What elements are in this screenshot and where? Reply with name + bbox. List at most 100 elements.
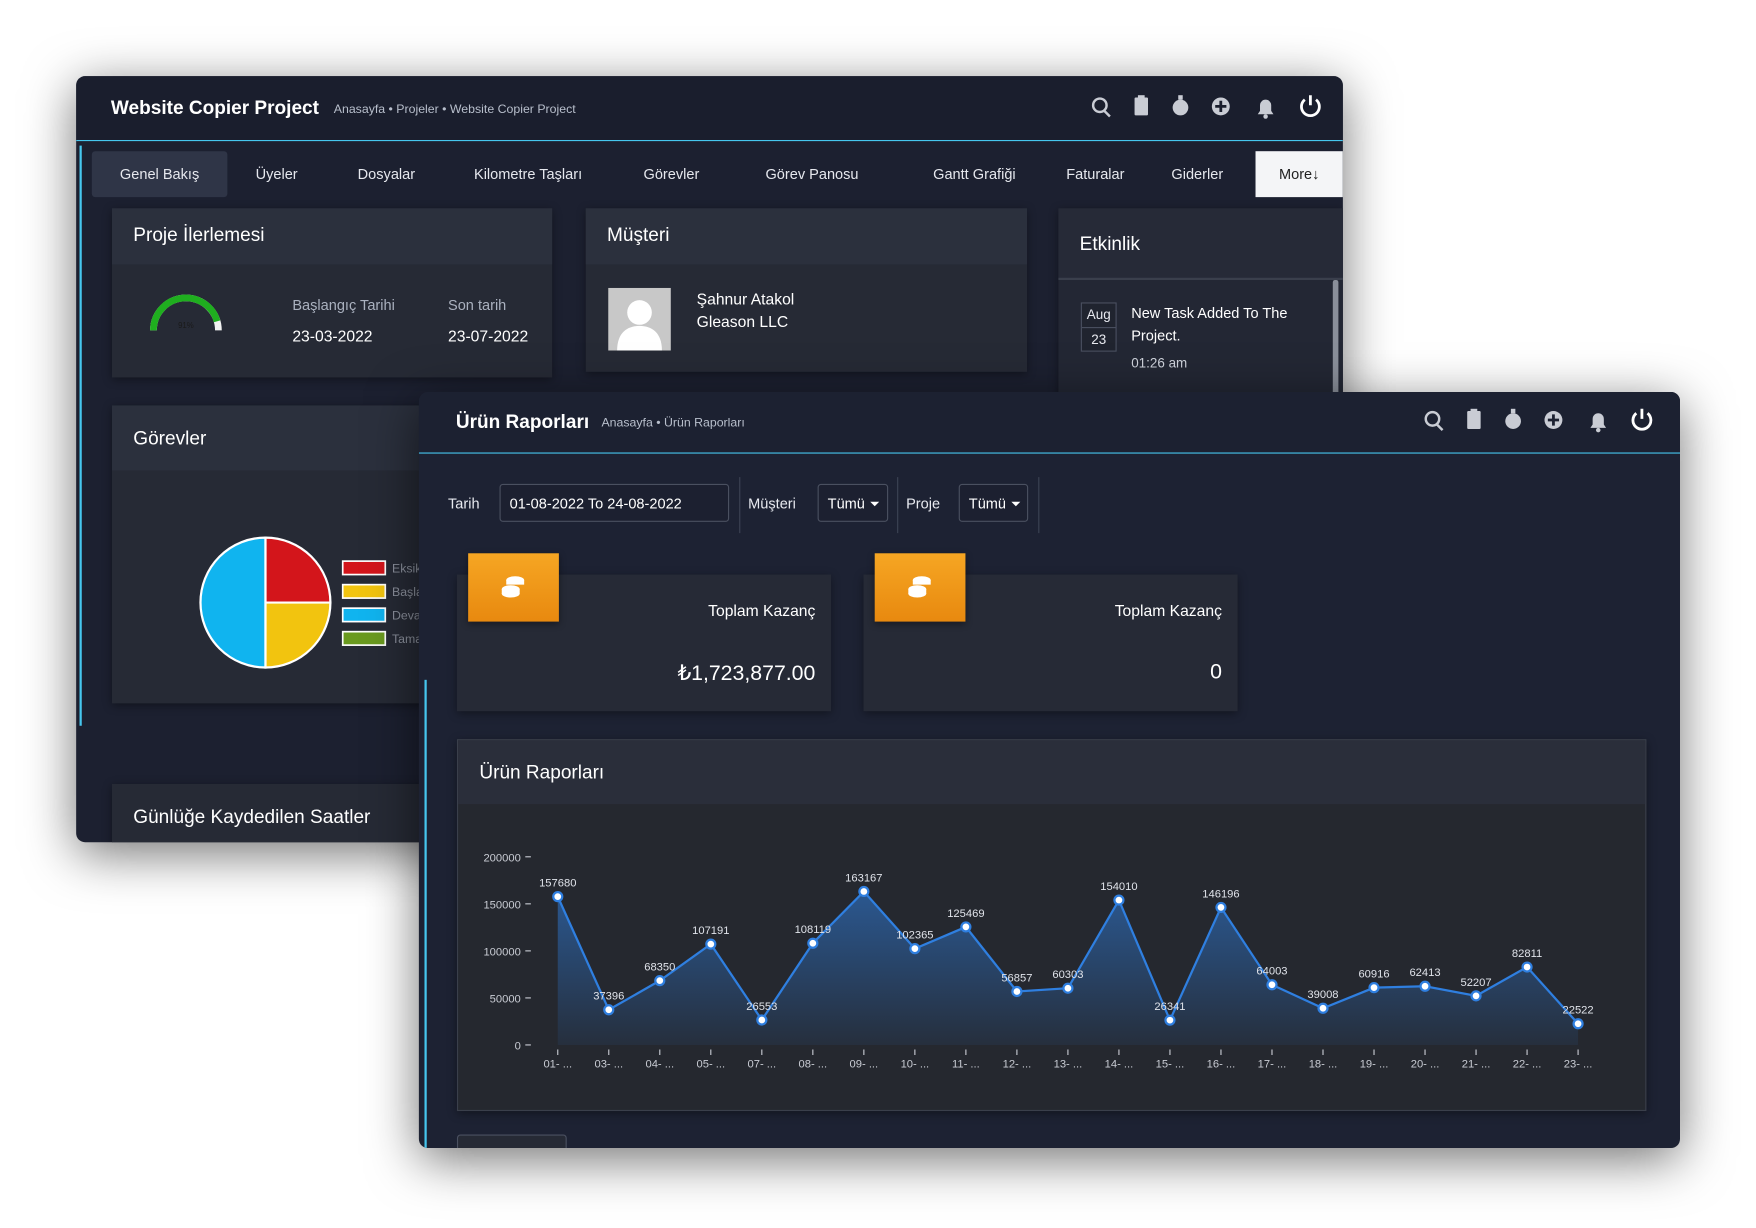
client-card: Müşteri Şahnur Atakol Gleason LLC — [585, 208, 1028, 372]
project-select[interactable]: Tümü — [958, 483, 1029, 522]
data-label: 107191 — [692, 925, 729, 937]
progress-gauge: 91% — [150, 294, 222, 331]
avatar — [608, 287, 671, 351]
data-label: 146196 — [1202, 888, 1239, 900]
tab[interactable]: Dosyalar — [357, 165, 416, 183]
x-tick-label: 05- ... — [697, 1058, 726, 1070]
legend-swatch — [341, 607, 387, 623]
separator — [739, 477, 741, 534]
x-tick-label: 14- ... — [1105, 1058, 1134, 1070]
data-label: 39008 — [1307, 989, 1338, 1001]
report-window: Ürün Raporları Anasayfa • Ürün Raporları… — [418, 392, 1680, 1148]
data-point — [1011, 985, 1023, 998]
header — [76, 76, 1343, 142]
stat-value: 0 — [1210, 660, 1222, 685]
tab[interactable]: Kilometre Taşları — [473, 165, 583, 183]
card-title: Günlüğe Kaydedilen Saatler — [133, 806, 371, 828]
card-header — [112, 208, 553, 265]
date-month: Aug — [1081, 304, 1116, 329]
client-select[interactable]: Tümü — [817, 483, 889, 522]
legend-swatch — [341, 560, 387, 576]
x-tick-label: 01- ... — [543, 1058, 572, 1070]
data-point — [1572, 1018, 1584, 1030]
x-tick-label: 23- ... — [1564, 1058, 1593, 1070]
tab[interactable]: Gantt Grafiği — [933, 165, 1016, 183]
breadcrumb[interactable]: Anasayfa • Ürün Raporları — [601, 416, 745, 431]
x-tick-label: 20- ... — [1411, 1058, 1440, 1070]
legend-swatch — [341, 630, 387, 646]
data-label: 26341 — [1154, 1001, 1185, 1013]
caret — [1011, 501, 1021, 507]
data-point — [552, 891, 564, 903]
start-label: Başlangıç Tarihi — [292, 296, 395, 314]
filter-label: Tarih — [448, 495, 480, 512]
data-point — [1113, 894, 1125, 906]
page-title: Website Copier Project — [110, 97, 319, 119]
coins-icon — [501, 576, 525, 598]
tab[interactable]: Görev Panosu — [765, 165, 859, 183]
data-point — [1419, 980, 1431, 992]
x-tick-label: 15- ... — [1156, 1058, 1185, 1070]
data-label: 64003 — [1256, 966, 1287, 978]
tab[interactable]: Giderler — [1171, 165, 1224, 183]
data-label: 52207 — [1460, 977, 1491, 989]
x-tick-label: 09- ... — [850, 1058, 879, 1070]
page-title: Ürün Raporları — [455, 411, 590, 433]
y-tick-label: 150000 — [483, 899, 520, 911]
coins-icon — [908, 576, 931, 598]
x-tick-label: 13- ... — [1054, 1058, 1083, 1070]
button[interactable] — [456, 1134, 567, 1148]
header-icons[interactable] — [1079, 91, 1337, 125]
data-point — [1521, 961, 1533, 973]
y-tick-label: 0 — [515, 1040, 521, 1052]
tab[interactable]: Genel Bakış — [91, 151, 228, 198]
tab[interactable]: More↓ — [1255, 151, 1343, 198]
caret — [870, 501, 880, 507]
progress-card: Proje İlerlemesi 91% Başlangıç Tarihi 23… — [112, 208, 553, 378]
date-range-input[interactable]: 01-08-2022 To 24-08-2022 — [499, 483, 730, 522]
card-title: Müşteri — [607, 224, 670, 246]
data-label: 56857 — [1001, 972, 1032, 984]
filter-label: Proje — [906, 495, 941, 512]
pie-slice — [264, 536, 332, 604]
separator — [1038, 477, 1040, 534]
data-point — [654, 975, 666, 987]
data-point — [807, 937, 819, 949]
x-tick-label: 17- ... — [1258, 1058, 1287, 1070]
data-label: 26553 — [746, 1001, 777, 1013]
data-point — [1062, 982, 1074, 994]
tab[interactable]: Görevler — [643, 165, 700, 183]
breadcrumb[interactable]: Anasayfa • Projeler • Website Copier Pro… — [333, 103, 576, 117]
chart-card: Ürün Raporları 0 50000 100000 150000 200000 0… — [456, 739, 1647, 1112]
tab[interactable]: Faturalar — [1066, 165, 1125, 183]
stat-label: Toplam Kazanç — [708, 601, 816, 620]
data-point — [1317, 1002, 1329, 1014]
data-label: 125469 — [947, 908, 984, 920]
y-tick-label: 200000 — [483, 852, 520, 864]
x-tick-label: 21- ... — [1462, 1058, 1491, 1070]
end-date: 23-07-2022 — [448, 327, 529, 345]
data-point — [1470, 990, 1482, 1002]
data-point — [1266, 979, 1278, 991]
tab[interactable]: Üyeler — [255, 165, 298, 183]
data-label: 37396 — [593, 991, 624, 1003]
data-label: 108119 — [795, 924, 832, 936]
x-tick-label: 19- ... — [1360, 1058, 1389, 1070]
x-tick-label: 18- ... — [1309, 1058, 1338, 1070]
x-tick-label: 04- ... — [645, 1058, 674, 1070]
activity-time: 01:26 am — [1131, 355, 1188, 371]
pie-slice — [264, 601, 332, 669]
stat-icon — [468, 553, 559, 622]
card-header — [585, 208, 1028, 265]
data-point — [1164, 1014, 1176, 1026]
stat-icon — [874, 553, 966, 622]
data-label: 163167 — [845, 872, 882, 884]
header-icons[interactable] — [1415, 404, 1673, 438]
data-point — [756, 1014, 768, 1026]
legend-label: Eksik — [392, 561, 422, 575]
separator — [897, 477, 899, 534]
data-point — [909, 943, 921, 955]
y-tick-label: 100000 — [483, 946, 520, 958]
x-tick-label: 07- ... — [748, 1058, 777, 1070]
